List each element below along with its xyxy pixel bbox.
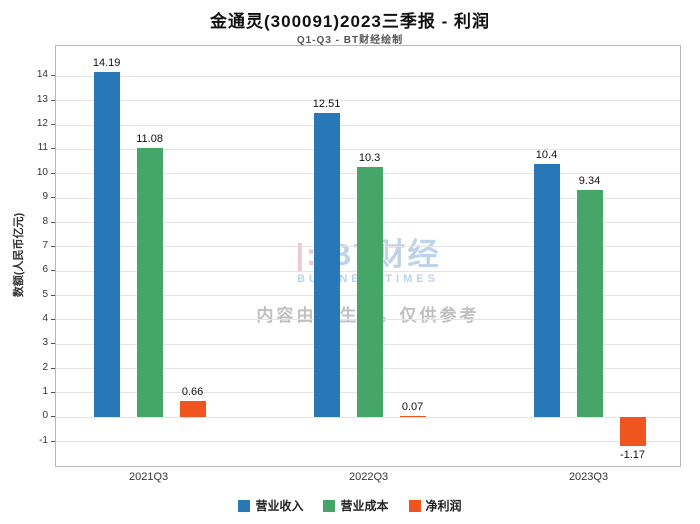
y-tick-label: 6 xyxy=(42,264,48,276)
y-tick-label: 8 xyxy=(42,215,48,227)
y-tick-label: 3 xyxy=(42,337,48,349)
y-tick-label: 0 xyxy=(42,410,48,422)
y-tick-label: 5 xyxy=(42,288,48,300)
bar-value-label: 9.34 xyxy=(578,174,601,187)
bar-value-label: 12.51 xyxy=(312,97,341,110)
bar xyxy=(356,166,383,418)
y-tick-label: 2 xyxy=(42,361,48,373)
legend: 营业收入 营业成本 净利润 xyxy=(0,497,700,514)
plot-area: |:|BT财经 BUSINESSTIMES 内容由AI生成，仅供参考 14.19… xyxy=(55,45,681,467)
y-tick-mark xyxy=(51,440,55,442)
gridline xyxy=(56,100,680,102)
gridline xyxy=(56,441,680,443)
legend-label: 营业成本 xyxy=(340,499,389,513)
bar-value-label: 0.66 xyxy=(181,386,204,399)
y-tick-mark xyxy=(51,245,55,247)
y-tick-mark xyxy=(51,318,55,320)
gridline xyxy=(56,416,680,418)
y-tick-label: 12 xyxy=(36,118,48,130)
y-tick-mark xyxy=(51,416,55,418)
y-tick-label: 7 xyxy=(42,239,48,251)
watermark-brand-text: BT财经 xyxy=(329,237,441,272)
bar-value-label: 11.08 xyxy=(136,132,163,145)
bar xyxy=(399,415,426,418)
bar xyxy=(533,164,560,418)
y-tick-label: 1 xyxy=(42,385,48,397)
bar-value-label: 10.3 xyxy=(358,151,381,164)
y-tick-mark xyxy=(51,75,55,77)
chart-subtitle: Q1-Q3 - BT财经绘制 xyxy=(296,35,404,46)
y-tick-label: 13 xyxy=(36,93,48,105)
y-tick-label: -1 xyxy=(39,434,48,446)
bar xyxy=(313,112,340,418)
y-tick-label: 9 xyxy=(42,191,48,203)
y-tick-mark xyxy=(51,172,55,174)
y-tick-mark xyxy=(51,221,55,223)
y-tick-mark xyxy=(51,99,55,101)
legend-swatch-icon xyxy=(323,499,336,512)
y-tick-label: 14 xyxy=(36,69,48,81)
legend-label: 净利润 xyxy=(425,499,462,513)
y-tick-label: 4 xyxy=(42,312,48,324)
x-tick-label: 2022Q3 xyxy=(348,471,389,483)
legend-swatch-icon xyxy=(408,499,421,512)
y-tick-mark xyxy=(51,148,55,150)
x-tick-label: 2023Q3 xyxy=(568,471,609,483)
gridline xyxy=(56,148,680,150)
y-tick-label: 10 xyxy=(36,166,48,178)
y-tick-mark xyxy=(51,294,55,296)
y-tick-mark xyxy=(51,343,55,345)
bar-value-label: -1.17 xyxy=(619,448,646,461)
bar xyxy=(136,147,163,418)
y-tick-mark xyxy=(51,124,55,126)
y-axis-label: 数额(人民币亿元) xyxy=(13,212,25,298)
bar xyxy=(576,189,603,418)
bar xyxy=(179,401,206,418)
bar-value-label: 0.07 xyxy=(401,400,424,413)
gridline xyxy=(56,124,680,126)
y-tick-mark xyxy=(51,391,55,393)
bar-value-label: 14.19 xyxy=(92,56,121,69)
bar xyxy=(619,417,646,446)
bar-value-label: 10.4 xyxy=(535,149,558,162)
x-tick-label: 2021Q3 xyxy=(129,471,169,483)
bar xyxy=(93,71,120,418)
y-tick-label: 11 xyxy=(37,142,48,154)
legend-swatch-icon xyxy=(238,499,251,512)
y-tick-mark xyxy=(51,270,55,272)
legend-item: 净利润 xyxy=(408,497,462,514)
legend-item: 营业收入 xyxy=(238,497,303,514)
y-tick-mark xyxy=(51,367,55,369)
legend-item: 营业成本 xyxy=(323,497,389,514)
chart-title: 金通灵(300091)2023三季报 - 利润 xyxy=(210,12,490,31)
y-tick-mark xyxy=(51,197,55,199)
gridline xyxy=(56,75,680,77)
legend-label: 营业收入 xyxy=(255,499,304,513)
